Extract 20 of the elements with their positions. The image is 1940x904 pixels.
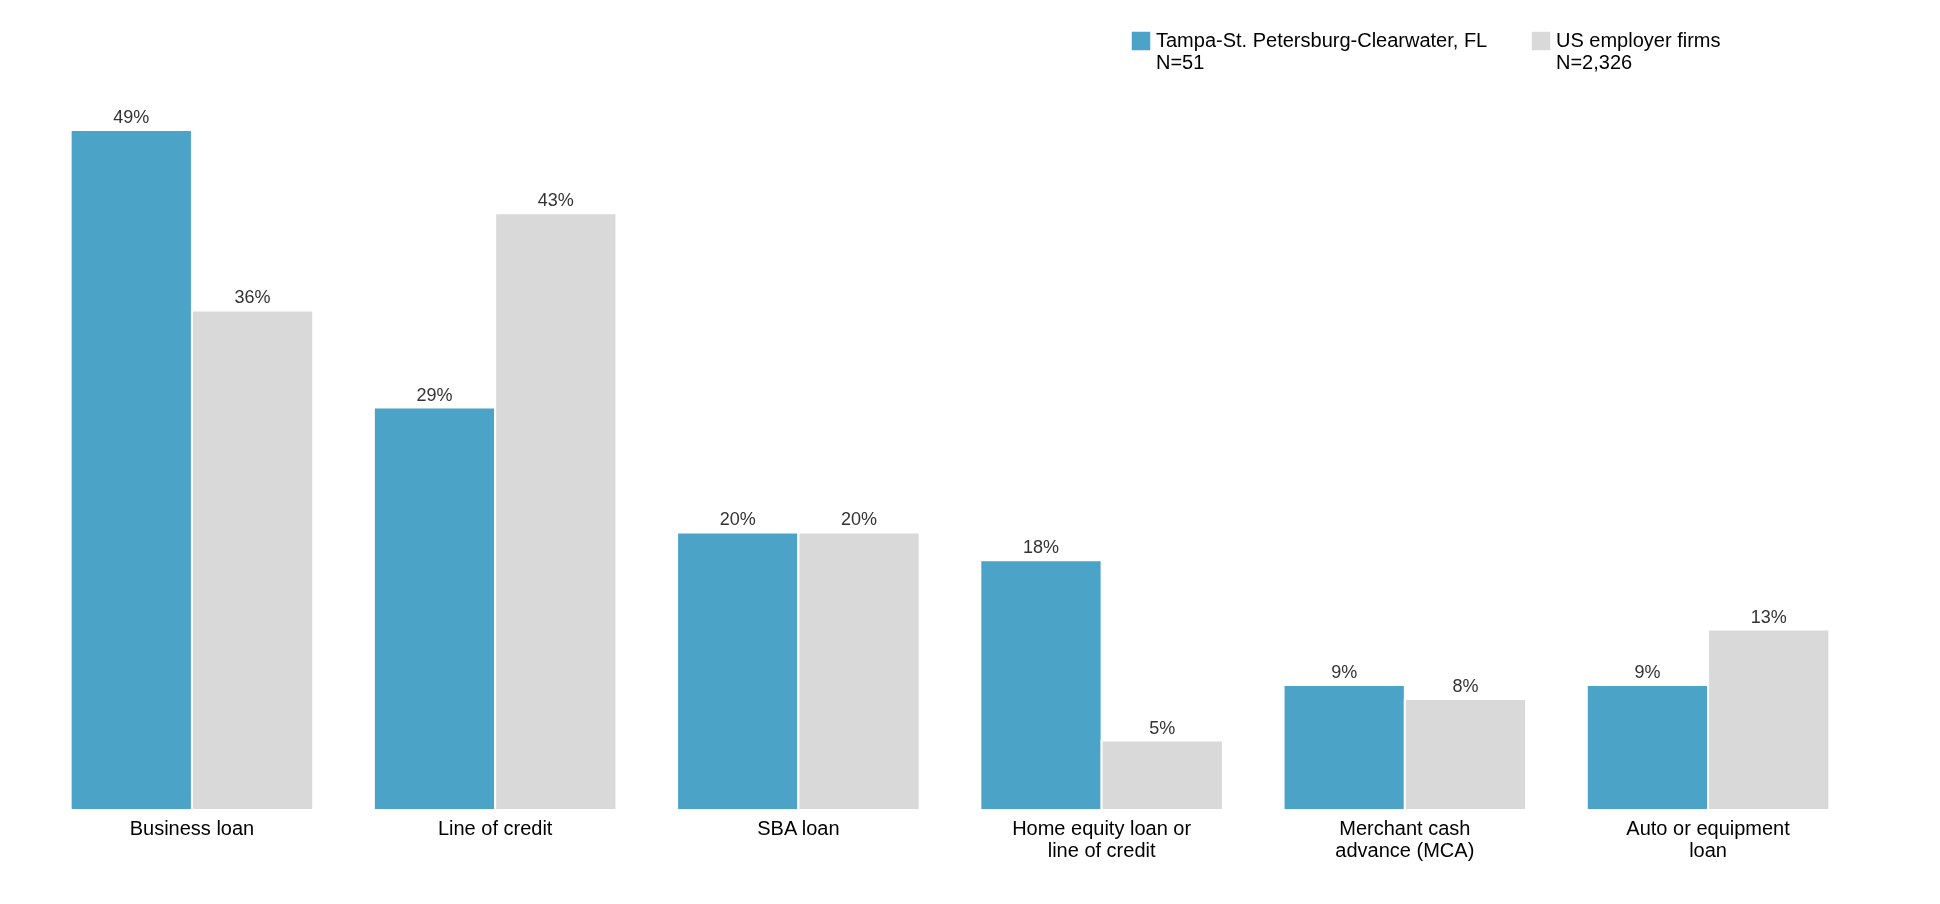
- data-label: 18%: [1022, 537, 1059, 558]
- data-label: 5%: [1149, 717, 1176, 738]
- data-label: 29%: [416, 384, 453, 405]
- data-label: 8%: [1452, 675, 1479, 696]
- data-label: 20%: [841, 509, 878, 530]
- x-tick-label: SBA loan: [757, 816, 840, 839]
- legend-label: Tampa-St. Petersburg-Clearwater, FL N=51: [1156, 29, 1488, 73]
- data-label: 9%: [1331, 662, 1358, 683]
- x-tick-label: Auto or equipment loan: [1626, 816, 1791, 861]
- legend-label: US employer firms N=2,326: [1556, 29, 1721, 73]
- data-label: 43%: [537, 190, 574, 211]
- data-label: 13%: [1750, 606, 1787, 627]
- x-tick-label: Line of credit: [437, 816, 553, 839]
- x-tick-label: Home equity loan or line of credit: [1012, 816, 1192, 861]
- data-label: 36%: [234, 287, 271, 308]
- data-label: 20%: [719, 509, 756, 530]
- x-tick-label: Merchant cash advance (MCA): [1335, 816, 1475, 861]
- data-label: 49%: [113, 107, 150, 127]
- x-tick-label: Business loan: [129, 816, 255, 839]
- data-label: 9%: [1634, 662, 1661, 683]
